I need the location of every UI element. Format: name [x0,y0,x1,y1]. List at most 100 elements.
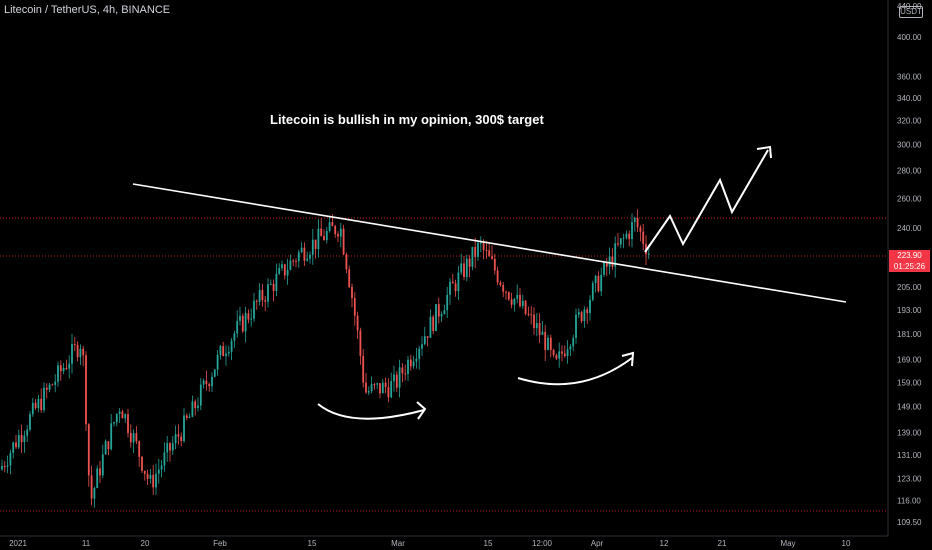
candle-body [309,254,311,259]
candle-body [82,348,85,356]
candle-body [463,263,465,277]
trendline[interactable] [132,183,847,303]
candle-body [275,273,278,292]
candle-body [141,456,143,471]
candle-body [619,238,622,245]
candle-body [99,468,101,476]
countdown-badge: 01:25:26 [889,261,930,272]
candle-body [538,323,541,335]
candle-body [59,365,62,372]
candle-body [183,415,185,441]
candle-body [342,228,345,255]
candle-body [157,469,160,474]
time-tick-label: 12 [660,539,669,548]
candle-body [124,414,127,419]
candle-body [549,337,552,350]
candle-body [264,300,267,302]
candle-body [258,289,261,302]
candle-body [535,323,538,329]
candle-body [267,284,269,302]
candle-body [289,260,292,270]
currency-button[interactable]: USDT [899,6,923,18]
candle-body [362,355,365,383]
candle-body [488,250,491,257]
candle-body [611,256,614,267]
candle-body [160,465,163,470]
candle-body [194,401,197,409]
candle-body [146,473,149,479]
right-arc-arrow [517,357,633,386]
candle-body [423,336,426,345]
candle-body [507,292,510,300]
candle-body [443,310,446,315]
candle-body [437,304,440,317]
candle-body [541,331,544,335]
candle-body [429,316,432,338]
candle-body [278,268,281,274]
candle-body [454,283,457,292]
candles [1,209,650,508]
candle-body [40,398,43,411]
price-tick-label: 149.00 [897,403,922,412]
candle-body [306,258,309,261]
candle-body [281,264,283,269]
candle-body [353,298,356,316]
candle-body [516,295,519,299]
price-tick-label: 109.50 [897,518,922,527]
candle-body [521,300,524,307]
last-price-badge: 223.90 [889,250,930,261]
candle-body [628,233,631,240]
candle-body [73,344,76,346]
candle-body [6,465,9,467]
candle-body [295,260,297,262]
chart-annotation: Litecoin is bullish in my opinion, 300$ … [270,112,544,127]
candle-body [261,289,264,301]
candle-body [412,361,415,367]
price-tick-label: 205.00 [897,283,922,292]
candle-body [379,383,381,394]
candle-body [519,295,521,307]
candle-body [502,285,505,292]
candle-body [208,384,211,387]
candle-body [600,274,603,292]
candle-body [373,384,376,386]
candle-body [152,474,155,488]
candle-body [334,226,337,235]
candle-body [418,348,421,359]
candle-body [552,349,555,356]
candle-body [107,441,110,450]
candle-body [213,369,216,377]
candle-body [633,218,636,222]
candle-body [572,337,575,347]
time-tick-label: Feb [213,539,227,548]
time-tick-label: 15 [308,539,317,548]
candle-body [227,351,230,354]
candle-body [499,282,502,286]
price-tick-label: 123.00 [897,474,922,483]
price-tick-label: 260.00 [897,194,922,203]
candle-body [625,233,628,238]
candle-body [597,275,600,292]
candle-body [370,384,373,392]
candle-body [115,413,118,423]
candle-body [169,443,171,451]
candle-body [404,373,407,375]
price-tick-label: 116.00 [897,496,921,505]
candle-body [513,298,516,305]
time-tick-label: 20 [141,539,150,548]
projection-zigzag[interactable] [644,149,769,253]
candle-body [163,452,166,466]
candle-body [132,433,135,443]
candle-body [230,340,233,352]
candle-body [493,258,496,271]
candle-body [283,264,286,276]
candle-body [451,281,454,284]
candle-body [211,376,213,387]
left-arc-arrow [317,403,425,420]
candle-body [401,367,404,374]
candle-body [639,227,642,232]
time-tick-label: Apr [591,539,604,548]
price-tick-label: 240.00 [897,224,922,233]
candle-body [642,231,645,244]
